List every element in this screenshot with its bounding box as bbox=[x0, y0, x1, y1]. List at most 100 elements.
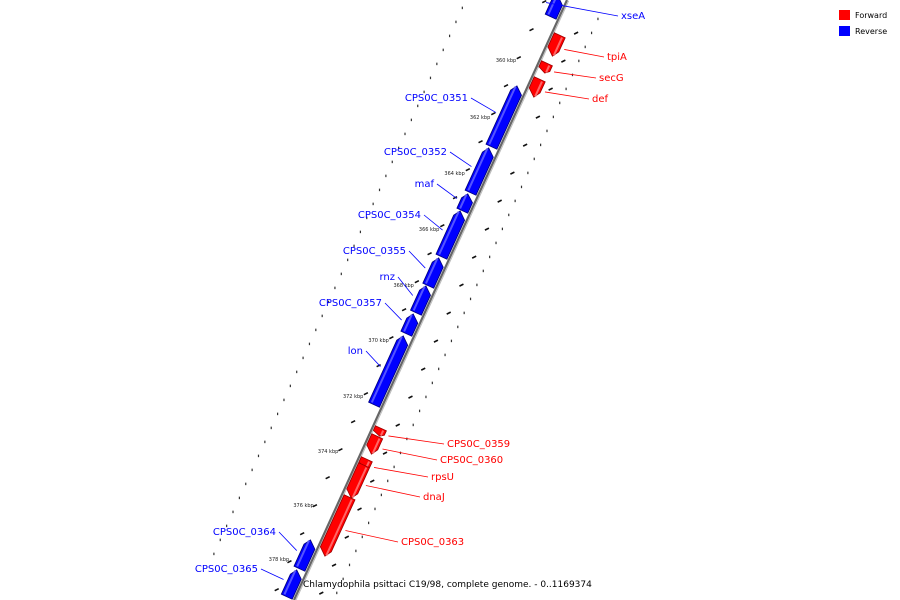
gene-label-tpiA: tpiA bbox=[607, 52, 627, 63]
gene-highlight bbox=[379, 430, 385, 436]
track-dot bbox=[508, 213, 510, 217]
label-leaders bbox=[260, 2, 619, 580]
gene-highlight bbox=[296, 540, 310, 567]
track-dot bbox=[489, 255, 491, 259]
track-dot bbox=[457, 325, 459, 329]
ruler-tick bbox=[478, 140, 483, 144]
track-dot bbox=[431, 381, 433, 385]
ruler-tick bbox=[439, 224, 445, 228]
track-dot bbox=[442, 48, 444, 52]
ruler-tick bbox=[452, 196, 458, 200]
gene-label-CPS0C_0351: CPS0C_0351 bbox=[405, 93, 468, 104]
track-dot bbox=[226, 524, 228, 528]
ruler-tick bbox=[561, 59, 566, 63]
ruler-tick bbox=[401, 308, 407, 312]
track-dot bbox=[270, 426, 272, 430]
gene-highlight bbox=[547, 0, 557, 15]
ruler-tick bbox=[484, 227, 490, 231]
track-dot bbox=[277, 412, 279, 416]
gene-label-dnaJ: dnaJ bbox=[423, 492, 445, 503]
track-dot bbox=[501, 227, 503, 231]
leader-line bbox=[384, 302, 402, 321]
leader-line bbox=[365, 350, 381, 367]
track-dot bbox=[578, 59, 580, 63]
ruler-tick bbox=[382, 451, 388, 455]
track-dot bbox=[469, 297, 472, 301]
tick-label: 378 kbp bbox=[269, 557, 289, 563]
track-dot bbox=[245, 482, 247, 486]
tick-label: 368 kbp bbox=[393, 283, 413, 289]
leader-line bbox=[423, 214, 443, 231]
gene-label-CPS0C_0357: CPS0C_0357 bbox=[319, 298, 382, 309]
legend-label-forward: Forward bbox=[855, 11, 887, 20]
gene-highlight bbox=[370, 336, 403, 403]
track-dot bbox=[540, 143, 542, 147]
gene-highlight bbox=[438, 211, 460, 255]
ruler-tick bbox=[395, 423, 401, 427]
track-dot bbox=[283, 398, 285, 402]
track-dot bbox=[450, 339, 453, 343]
ruler-tick bbox=[459, 283, 464, 287]
ruler-tick bbox=[420, 367, 426, 371]
track-dot bbox=[520, 185, 523, 189]
track-dot bbox=[429, 76, 432, 80]
track-dot bbox=[425, 395, 427, 399]
track-dot bbox=[565, 87, 567, 91]
track-dot bbox=[366, 216, 368, 220]
tick-label: 376 kbp bbox=[293, 503, 313, 509]
track-dot bbox=[296, 370, 298, 374]
track-dot bbox=[597, 17, 599, 21]
gene-highlight bbox=[412, 286, 426, 311]
gene-highlight bbox=[283, 570, 297, 595]
inner-dotted-track bbox=[213, 6, 463, 556]
track-dot bbox=[219, 538, 221, 542]
legend-label-reverse: Reverse bbox=[855, 27, 887, 36]
gene-label-CPS0C_0352: CPS0C_0352 bbox=[384, 147, 447, 158]
track-dot bbox=[393, 465, 395, 469]
track-dot bbox=[438, 367, 440, 371]
ruler-tick bbox=[350, 420, 356, 424]
gene-label-CPS0C_0363: CPS0C_0363 bbox=[401, 537, 464, 548]
track-dot bbox=[527, 171, 529, 175]
track-dot bbox=[302, 356, 304, 360]
ruler-tick bbox=[389, 336, 394, 340]
leader-line bbox=[260, 568, 284, 580]
track-dot bbox=[476, 283, 478, 287]
track-dot bbox=[372, 202, 374, 206]
backbone-line bbox=[292, 0, 569, 600]
gene-track bbox=[280, 0, 566, 600]
track-dot bbox=[412, 423, 414, 427]
track-dot bbox=[495, 241, 497, 245]
track-dot bbox=[423, 90, 425, 94]
leader-line bbox=[544, 91, 590, 100]
ruler-tick bbox=[446, 311, 452, 315]
track-dot bbox=[321, 314, 323, 318]
track-dot bbox=[436, 62, 438, 66]
gene-label-xseA: xseA bbox=[621, 11, 645, 22]
leader-line bbox=[553, 71, 597, 79]
track-dot bbox=[463, 311, 465, 315]
ruler-tick bbox=[414, 280, 420, 284]
genome-caption: Chlamydophila psittaci C19/98, complete … bbox=[303, 580, 592, 590]
track-dot bbox=[251, 468, 253, 472]
ruler-tick bbox=[312, 504, 318, 508]
ruler-tick bbox=[369, 479, 375, 483]
track-dot bbox=[327, 300, 330, 304]
leader-line bbox=[408, 250, 426, 269]
track-dot bbox=[334, 286, 336, 290]
tick-label: 360 kbp bbox=[496, 58, 516, 64]
track-dot bbox=[387, 479, 389, 483]
tick-label: 362 kbp bbox=[470, 115, 490, 121]
track-dot bbox=[353, 244, 355, 248]
ruler-tick bbox=[427, 252, 432, 256]
ruler-tick bbox=[548, 87, 553, 91]
track-dot bbox=[448, 34, 451, 38]
track-dot bbox=[455, 20, 457, 24]
track-dot bbox=[444, 353, 446, 357]
track-dot bbox=[398, 146, 400, 150]
track-dot bbox=[514, 199, 516, 203]
track-dot bbox=[378, 188, 381, 192]
track-dot bbox=[315, 328, 317, 332]
leader-line bbox=[388, 435, 445, 445]
